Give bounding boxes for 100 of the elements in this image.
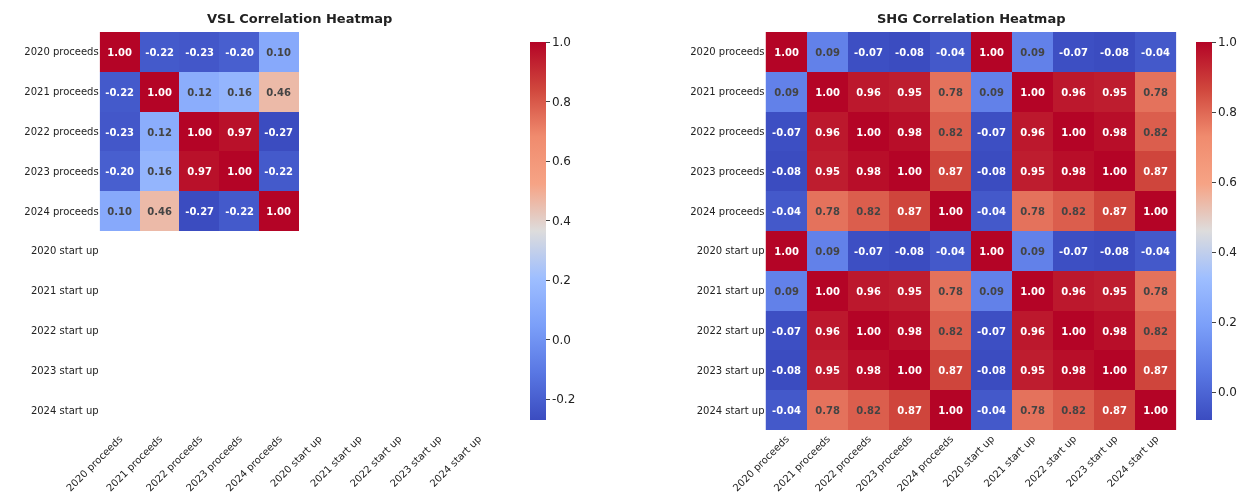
- data-label: 0.96: [856, 86, 881, 98]
- data-label: -0.22: [225, 205, 255, 217]
- data-label: 0.87: [1102, 205, 1127, 217]
- data-label: 0.82: [856, 205, 881, 217]
- data-label: 0.09: [815, 46, 840, 58]
- data-label: 0.98: [1061, 165, 1086, 177]
- data-label: 0.97: [227, 126, 253, 138]
- data-label: -0.08: [895, 46, 924, 58]
- data-label: 1.00: [1020, 86, 1045, 98]
- data-label: -0.08: [1100, 46, 1129, 58]
- data-label: 0.96: [1020, 325, 1045, 337]
- y-tick-label: 2021 start up: [30, 285, 99, 297]
- data-label: 0.16: [227, 86, 253, 98]
- data-label: 0.96: [1061, 285, 1086, 297]
- data-label: -0.08: [772, 364, 801, 376]
- data-label: 0.82: [938, 126, 963, 138]
- y-tick-label: 2020 proceeds: [24, 46, 99, 58]
- data-label: 0.95: [897, 86, 922, 98]
- data-label: 0.12: [147, 126, 173, 138]
- data-label: 1.00: [815, 285, 840, 297]
- data-label: 1.00: [266, 205, 292, 217]
- data-label: 1.00: [147, 86, 173, 98]
- data-label: -0.22: [264, 165, 294, 177]
- data-label: 0.95: [1102, 285, 1127, 297]
- data-label: 1.00: [1143, 404, 1168, 416]
- data-label: 0.87: [1143, 165, 1168, 177]
- y-tick-label: 2020 start up: [30, 245, 99, 257]
- data-label: -0.07: [772, 126, 801, 138]
- data-label: -0.04: [772, 404, 801, 416]
- y-tick-label: 2021 proceeds: [690, 86, 765, 98]
- data-label: -0.07: [977, 325, 1006, 337]
- data-label: 0.98: [1061, 364, 1086, 376]
- data-label: -0.08: [895, 245, 924, 257]
- data-label: 1.00: [187, 126, 213, 138]
- data-label: -0.07: [772, 325, 801, 337]
- data-label: -0.07: [854, 245, 883, 257]
- data-label: 1.00: [774, 245, 799, 257]
- data-label: 1.00: [938, 205, 963, 217]
- data-label: 0.96: [815, 126, 840, 138]
- data-label: -0.08: [1100, 245, 1129, 257]
- data-label: 0.10: [266, 46, 292, 58]
- color-bar-label: 0.2: [551, 273, 571, 288]
- color-bar-label: 0.8: [1217, 105, 1237, 120]
- data-label: -0.04: [977, 205, 1006, 217]
- data-label: 1.00: [938, 404, 963, 416]
- data-label: 1.00: [1102, 165, 1127, 177]
- data-label: 1.00: [897, 364, 922, 376]
- y-tick-label: 2024 proceeds: [24, 205, 99, 217]
- data-label: 0.78: [938, 86, 963, 98]
- data-label: -0.22: [105, 86, 135, 98]
- color-bar-label: 0.6: [1217, 175, 1237, 190]
- data-label: -0.22: [145, 46, 175, 58]
- data-label: -0.08: [772, 165, 801, 177]
- data-label: 0.98: [856, 364, 881, 376]
- data-label: -0.23: [185, 46, 215, 58]
- data-label: 0.98: [1102, 126, 1127, 138]
- data-label: 1.00: [897, 165, 922, 177]
- y-tick-label: 2021 start up: [696, 285, 765, 297]
- data-label: 0.87: [938, 364, 963, 376]
- y-tick-label: 2022 proceeds: [690, 126, 765, 137]
- data-label: 0.87: [938, 165, 963, 177]
- data-label: -0.08: [977, 165, 1006, 177]
- color-bar-label: 1.0: [1217, 35, 1237, 50]
- data-label: 0.78: [1143, 285, 1168, 297]
- data-label: -0.04: [936, 245, 965, 257]
- color-bar-label: 0.0: [1217, 385, 1237, 400]
- data-label: 0.97: [187, 165, 213, 177]
- data-label: 0.82: [1143, 126, 1168, 138]
- data-label: 0.95: [897, 285, 922, 297]
- y-tick-label: 2021 proceeds: [24, 86, 99, 98]
- data-label: 1.00: [107, 46, 133, 58]
- data-label: 0.10: [107, 205, 133, 217]
- data-label: -0.04: [977, 404, 1006, 416]
- data-label: 0.98: [897, 126, 922, 138]
- data-label: 0.82: [1061, 205, 1086, 217]
- data-label: -0.07: [977, 126, 1006, 138]
- data-label: -0.07: [854, 46, 883, 58]
- data-label: 0.78: [815, 404, 840, 416]
- data-label: 0.78: [815, 205, 840, 217]
- data-label: 1.00: [815, 86, 840, 98]
- data-label: 0.95: [815, 364, 840, 376]
- data-label: -0.07: [1059, 245, 1088, 257]
- data-label: 0.78: [938, 285, 963, 297]
- y-tick-label: 2022 proceeds: [24, 126, 99, 137]
- data-label: 0.46: [147, 205, 173, 217]
- data-label: 0.87: [897, 205, 922, 217]
- color-bar-label: 0.2: [1217, 315, 1237, 330]
- y-tick-label: 2020 start up: [696, 245, 765, 257]
- data-label: 0.98: [1102, 325, 1127, 337]
- y-tick-label: 2022 start up: [696, 325, 765, 336]
- data-label: 1.00: [856, 325, 881, 337]
- y-tick-label: 2020 proceeds: [690, 46, 765, 58]
- color-bar-label: 0.0: [551, 332, 571, 347]
- y-tick-label: 2023 proceeds: [24, 165, 99, 177]
- data-label: 0.78: [1020, 205, 1045, 217]
- data-label: 0.09: [979, 86, 1004, 98]
- data-label: -0.20: [225, 46, 255, 58]
- color-bar-label: 1.0: [551, 35, 571, 50]
- y-tick-label: 2023 start up: [30, 364, 99, 376]
- y-tick-label: 2024 proceeds: [690, 205, 765, 217]
